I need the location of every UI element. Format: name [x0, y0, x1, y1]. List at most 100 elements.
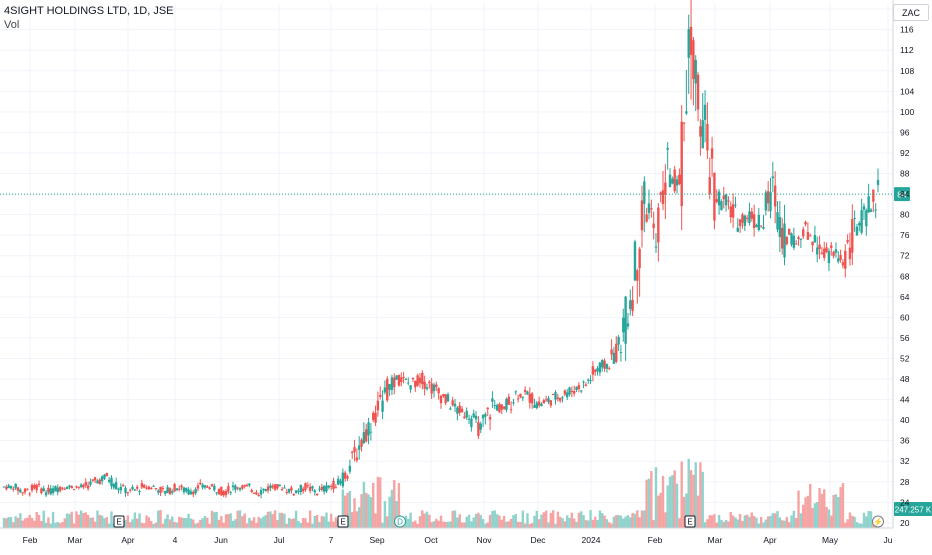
candle-body: [816, 247, 819, 255]
volume-bar: [500, 519, 503, 528]
candle-body: [287, 488, 291, 493]
candle-body: [136, 486, 139, 489]
candle-body: [678, 174, 681, 185]
candle-body: [77, 486, 80, 488]
volume-bar: [535, 510, 539, 528]
candle-body: [799, 238, 803, 240]
candle-body: [16, 487, 20, 491]
volume-bar: [82, 512, 85, 528]
candle-body: [806, 232, 810, 240]
candle-body: [570, 390, 574, 392]
candle-body: [203, 485, 207, 488]
volume-bar: [659, 492, 662, 528]
candle-body: [615, 343, 618, 362]
candle-body: [715, 199, 718, 202]
volume-bar: [495, 514, 499, 528]
volume-bar: [145, 515, 148, 528]
volume-bar: [594, 516, 597, 528]
candle-body: [26, 488, 29, 490]
candle-body: [346, 476, 349, 479]
volume-bar: [297, 520, 300, 528]
candle-body: [252, 492, 256, 494]
volume-bar: [456, 517, 459, 528]
candle-body: [759, 225, 763, 227]
candle-body: [215, 492, 218, 494]
volume-bar: [738, 514, 742, 528]
volume-bar: [383, 501, 387, 528]
candle-body: [764, 192, 768, 211]
candle-body: [84, 482, 87, 486]
candle-body: [664, 182, 667, 195]
candle-body: [250, 490, 253, 493]
candle-body: [787, 228, 791, 235]
volume-bar: [451, 510, 454, 528]
candle-body: [208, 487, 211, 490]
candle-body: [72, 489, 76, 491]
candle-body: [463, 416, 466, 419]
candle-body: [605, 363, 609, 369]
candle-body: [30, 484, 34, 491]
volume-bar: [47, 517, 50, 528]
volume-bar: [278, 512, 281, 528]
volume-bar: [498, 515, 501, 528]
candle-body: [769, 192, 772, 212]
volume-bar: [530, 523, 534, 528]
volume-bar: [862, 512, 866, 528]
candle-body: [601, 360, 604, 368]
candle-body: [867, 196, 870, 213]
candle-body: [523, 389, 527, 393]
candle-body: [680, 121, 683, 207]
volume-bar: [617, 515, 620, 528]
candle-body: [622, 317, 625, 333]
candle-body: [666, 147, 669, 150]
volume-bar: [435, 518, 438, 528]
price-tick-label: 92: [900, 148, 910, 158]
volume-bar: [694, 462, 697, 528]
volume-bar: [509, 518, 513, 528]
candle-body: [308, 486, 312, 491]
candle-body: [388, 384, 391, 390]
volume-bar: [395, 501, 398, 528]
volume-bar: [727, 521, 730, 528]
candle-body: [320, 486, 324, 490]
volume-bar: [729, 511, 732, 528]
volume-bar: [35, 511, 38, 528]
candle-body: [643, 181, 646, 204]
volume-bar: [855, 522, 859, 528]
candle-body: [671, 178, 674, 184]
volume-bar: [858, 523, 861, 528]
time-tick-label: Sep: [369, 535, 384, 545]
candle-body: [49, 488, 52, 495]
volume-bar: [84, 512, 87, 528]
volume-bar: [565, 515, 569, 528]
volume-bar: [610, 523, 613, 528]
volume-bar: [227, 514, 230, 528]
volume-bar: [428, 514, 431, 528]
volume-bar: [645, 479, 648, 528]
candle-body: [325, 485, 328, 492]
candle-body: [271, 485, 274, 488]
candle-body: [318, 488, 321, 490]
currency-button[interactable]: ZAC: [893, 4, 929, 21]
volume-bar: [577, 512, 581, 528]
candle-body: [780, 227, 784, 249]
volume-bar: [315, 515, 319, 528]
candle-body: [565, 392, 569, 398]
volume-bar: [173, 521, 176, 528]
candle-body: [334, 487, 338, 489]
lightning-icon: [872, 515, 884, 528]
volume-bar: [759, 517, 763, 528]
volume-bar: [358, 507, 361, 528]
volume-bar: [418, 516, 422, 528]
volume-bar: [549, 512, 553, 528]
volume-bar: [773, 513, 777, 528]
volume-bar: [668, 476, 672, 528]
volume-bar: [208, 523, 211, 528]
price-tick-label: 80: [900, 210, 910, 220]
volume-bar: [329, 513, 333, 528]
candle-body: [100, 476, 104, 482]
candle-body: [488, 416, 492, 420]
candle-body: [367, 422, 370, 436]
